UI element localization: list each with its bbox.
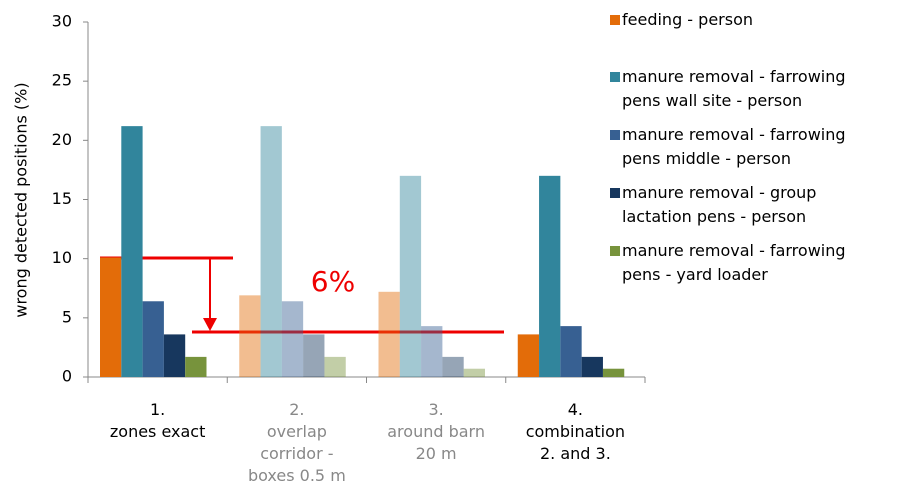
bar <box>163 334 186 377</box>
bar <box>517 334 540 377</box>
bar <box>539 175 561 377</box>
bar <box>324 356 346 377</box>
legend-label: manure removal - farrowing pens middle - … <box>622 125 846 168</box>
legend-label: feeding - person <box>622 10 753 29</box>
bar <box>100 257 122 377</box>
bar <box>602 368 625 377</box>
bar <box>442 356 464 377</box>
bar <box>142 301 164 377</box>
y-tick-label: 25 <box>52 71 72 90</box>
legend-swatch <box>610 15 620 25</box>
annotation: 6% <box>311 265 355 298</box>
legend-label: manure removal - group lactation pens - p… <box>622 183 816 226</box>
legend-swatch <box>610 72 620 82</box>
bar <box>260 126 282 377</box>
bar <box>399 175 422 377</box>
legend-label: manure removal - farrowing pens - yard lo… <box>622 241 846 284</box>
bar <box>303 334 325 377</box>
y-tick-label: 15 <box>52 189 72 208</box>
x-tick-label: 3. around barn 20 m <box>387 400 485 463</box>
y-tick-label: 30 <box>52 12 72 31</box>
y-axis-label: wrong detected positions (%) <box>12 82 31 317</box>
bar <box>560 326 582 377</box>
x-tick-label: 1. zones exact <box>110 400 206 441</box>
y-tick-label: 0 <box>62 367 72 386</box>
bar <box>421 326 443 377</box>
legend-label: manure removal - farrowing pens wall site… <box>622 67 846 110</box>
legend-swatch <box>610 130 620 140</box>
x-tick-label: 4. combination 2. and 3. <box>526 400 625 463</box>
bar <box>121 126 143 377</box>
y-tick-label: 5 <box>62 307 72 326</box>
bar <box>281 301 304 377</box>
annotation-arrowhead <box>203 318 217 331</box>
bar <box>378 291 400 377</box>
legend-swatch <box>610 188 620 198</box>
bar <box>185 356 207 377</box>
x-tick-label: 2. overlap corridor -boxes 0.5 m <box>248 400 346 485</box>
bar <box>581 356 603 377</box>
legend-swatch <box>610 246 620 256</box>
bar <box>239 295 261 377</box>
bar <box>463 368 485 377</box>
y-tick-label: 20 <box>52 130 72 149</box>
y-tick-label: 10 <box>52 248 72 267</box>
